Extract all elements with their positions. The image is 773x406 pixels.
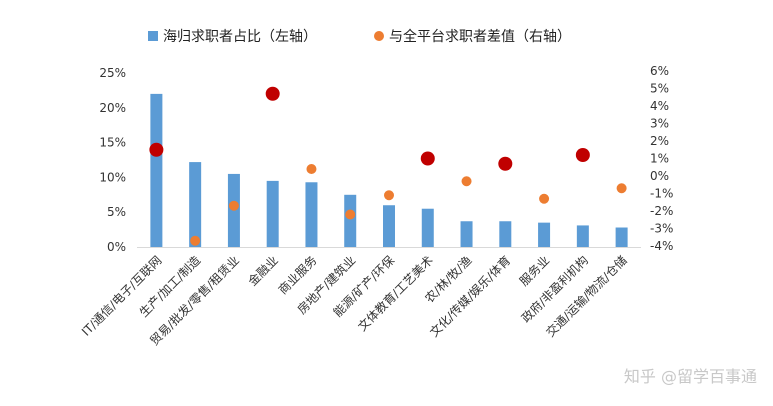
data-point-highlight — [420, 151, 435, 166]
left-axis-tick-label: 20% — [99, 101, 126, 115]
right-axis-tick-label: 4% — [650, 99, 669, 113]
category-label: 政府/非盈利机构 — [518, 253, 591, 326]
data-point — [306, 164, 317, 174]
right-axis-tick-label: 2% — [650, 134, 669, 148]
right-axis-tick-label: -3% — [650, 222, 673, 236]
data-point — [539, 193, 550, 204]
right-axis-tick-label: -4% — [650, 239, 673, 253]
bar — [150, 93, 163, 247]
bar — [538, 222, 551, 247]
data-point — [228, 200, 239, 211]
bar — [344, 194, 357, 247]
right-axis-tick-label: 6% — [650, 64, 669, 78]
bar — [460, 221, 473, 247]
bar — [266, 180, 279, 247]
data-point-highlight — [149, 142, 164, 157]
legend-label-bar: 海归求职者占比（左轴） — [163, 28, 317, 45]
right-axis-tick-label: 0% — [650, 169, 669, 183]
bar — [383, 205, 395, 247]
data-point-highlight — [498, 156, 513, 171]
left-axis-tick-label: 5% — [107, 205, 126, 219]
legend-swatch-bar — [148, 31, 158, 41]
right-axis-tick-label: -2% — [650, 204, 673, 218]
data-point — [345, 209, 356, 220]
bar — [499, 221, 512, 247]
left-axis-tick-label: 0% — [107, 240, 126, 254]
right-axis-tick-label: -1% — [650, 187, 673, 201]
legend-swatch-dot — [374, 31, 384, 41]
data-point — [190, 235, 201, 246]
bar — [305, 182, 318, 247]
category-label: 服务业 — [516, 253, 552, 289]
left-axis-tick-label: 15% — [99, 136, 126, 150]
bar — [576, 225, 589, 247]
category-label: 金融业 — [245, 253, 281, 289]
bar — [615, 227, 628, 247]
legend-label-dot: 与全平台求职者差值（右轴） — [389, 28, 571, 45]
bar — [189, 162, 202, 247]
legend: 海归求职者占比（左轴） 与全平台求职者差值（右轴） — [148, 28, 571, 45]
left-axis-tick-label: 10% — [99, 170, 126, 184]
watermark-text: 知乎 @留学百事通 — [624, 367, 757, 386]
data-point-highlight — [575, 148, 590, 162]
data-point — [461, 176, 472, 187]
right-axis-tick-label: 1% — [650, 152, 669, 166]
data-point-highlight — [265, 86, 280, 101]
data-point — [384, 190, 394, 201]
right-axis-tick-label: 5% — [650, 82, 669, 96]
left-axis-tick-label: 25% — [99, 66, 126, 80]
right-axis-tick-label: 3% — [650, 117, 669, 131]
bar — [421, 208, 434, 247]
data-point — [616, 183, 627, 194]
